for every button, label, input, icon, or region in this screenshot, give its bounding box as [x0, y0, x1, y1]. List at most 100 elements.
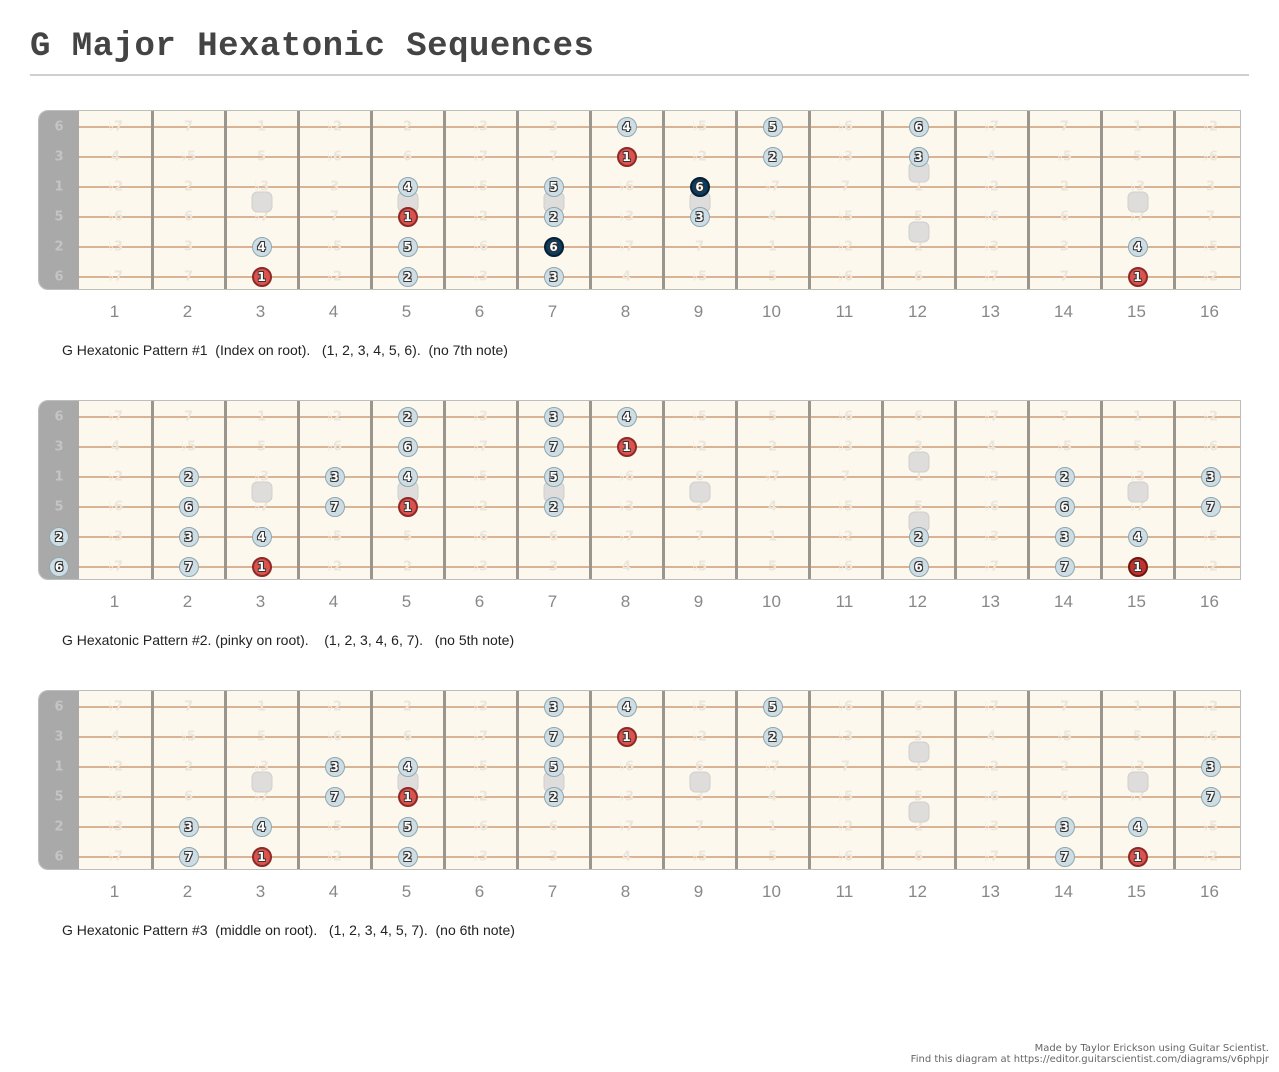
scale-note-dot[interactable]: 7 — [543, 437, 564, 457]
scale-note-dot[interactable]: 7 — [324, 787, 345, 807]
scale-note-dot[interactable]: 4 — [616, 117, 637, 137]
fret-marker-inlay — [908, 451, 929, 473]
root-note-dot[interactable]: 1 — [397, 207, 418, 227]
interval-hint: ♭3 — [472, 559, 489, 575]
fretboard-diagram-2: 6 ♭7 7 1 ♭2 2 ♭3 3 4 ♭5 5 ♭6 6 ♭7 7 1 ♭2 3 4 ♭5 5 ♭6 6 ♭7 7 1 ♭2 2 ♭… — [0, 390, 1279, 680]
root-note-dot[interactable]: 1 — [616, 437, 637, 457]
scale-note-dot[interactable]: 4 — [251, 817, 272, 837]
scale-note-dot[interactable]: 5 — [397, 817, 418, 837]
scale-note-dot[interactable]: 2 — [397, 267, 418, 287]
scale-note-dot[interactable]: 4 — [397, 757, 418, 777]
interval-hint: 3 — [1059, 239, 1070, 255]
scale-note-dot[interactable]: 2 — [178, 467, 199, 487]
scale-note-dot[interactable]: 7 — [1054, 847, 1075, 867]
scale-note-dot[interactable]: 3 — [1054, 817, 1075, 837]
scale-note-dot[interactable]: 5 — [543, 467, 564, 487]
interval-hint: 6 — [913, 849, 924, 865]
interval-hint: ♭2 — [837, 529, 854, 545]
fret-wire — [661, 401, 665, 579]
diagram-link[interactable]: Find this diagram at https://editor.guit… — [910, 1054, 1269, 1065]
scale-note-dot[interactable]: 4 — [397, 467, 418, 487]
scale-note-dot[interactable]: 2 — [397, 847, 418, 867]
string-interval-label: 5 — [54, 499, 64, 515]
scale-note-dot[interactable]: 5 — [762, 697, 783, 717]
root-note-dot[interactable]: 1 — [616, 727, 637, 747]
scale-note-dot[interactable]: 7 — [1054, 557, 1075, 577]
scale-note-dot[interactable]: 6 — [397, 437, 418, 457]
interval-hint: 2 — [183, 179, 194, 195]
scale-note-dot[interactable]: 6 — [178, 497, 199, 517]
scale-note-dot[interactable]: 3 — [543, 407, 564, 427]
scale-note-dot[interactable]: 2 — [49, 527, 69, 547]
root-note-dot[interactable]: 1 — [616, 147, 637, 167]
scale-note-dot[interactable]: 7 — [324, 497, 345, 517]
scale-note-dot[interactable]: 4 — [1127, 527, 1148, 547]
scale-note-dot[interactable]: 3 — [1054, 527, 1075, 547]
root-note-dot[interactable]: 1 — [397, 497, 418, 517]
root-note-dot[interactable]: 1 — [1127, 847, 1148, 867]
scale-note-dot[interactable]: 3 — [689, 207, 710, 227]
root-note-dot[interactable]: 1 — [251, 847, 272, 867]
interval-hint: ♭7 — [618, 819, 635, 835]
root-note-dot[interactable]: 1 — [1127, 557, 1148, 577]
scale-note-dot[interactable]: 3 — [178, 527, 199, 547]
scale-note-dot[interactable]: 7 — [1200, 787, 1221, 807]
scale-note-dot[interactable]: 3 — [324, 467, 345, 487]
scale-note-dot[interactable]: 4 — [251, 527, 272, 547]
scale-note-dot[interactable]: 4 — [616, 697, 637, 717]
scale-note-dot[interactable]: 5 — [543, 757, 564, 777]
fret-number: 8 — [620, 882, 631, 901]
scale-note-dot[interactable]: 3 — [178, 817, 199, 837]
scale-note-dot[interactable]: 3 — [543, 697, 564, 717]
highlighted-note-dot[interactable]: 6 — [689, 177, 710, 197]
fretboard-diagram-3: 6 ♭7 7 1 ♭2 2 ♭3 3 4 ♭5 5 ♭6 6 ♭7 7 1 ♭2 3 4 ♭5 5 ♭6 6 ♭7 7 1 ♭2 2 ♭… — [0, 680, 1279, 970]
scale-note-dot[interactable]: 7 — [543, 727, 564, 747]
scale-note-dot[interactable]: 3 — [1200, 467, 1221, 487]
scale-note-dot[interactable]: 7 — [178, 557, 199, 577]
scale-note-dot[interactable]: 6 — [49, 557, 69, 577]
fret-number: 10 — [762, 302, 781, 321]
root-note-dot[interactable]: 1 — [251, 267, 272, 287]
interval-hint: ♭3 — [253, 469, 270, 485]
scale-note-dot[interactable]: 2 — [762, 727, 783, 747]
scale-note-dot[interactable]: 5 — [543, 177, 564, 197]
interval-hint: ♭6 — [1202, 149, 1219, 165]
scale-note-dot[interactable]: 4 — [397, 177, 418, 197]
scale-note-dot[interactable]: 4 — [1127, 237, 1148, 257]
scale-note-dot[interactable]: 7 — [178, 847, 199, 867]
interval-hint: 6 — [1059, 789, 1070, 805]
scale-note-dot[interactable]: 4 — [251, 237, 272, 257]
scale-note-dot[interactable]: 6 — [908, 557, 929, 577]
scale-note-dot[interactable]: 6 — [1054, 497, 1075, 517]
scale-note-dot[interactable]: 2 — [908, 527, 929, 547]
scale-note-dot[interactable]: 3 — [908, 147, 929, 167]
scale-note-dot[interactable]: 5 — [762, 117, 783, 137]
fret-number: 11 — [835, 302, 854, 321]
interval-hint: ♭3 — [1129, 759, 1146, 775]
scale-note-dot[interactable]: 2 — [397, 407, 418, 427]
root-note-dot[interactable]: 1 — [397, 787, 418, 807]
scale-note-dot[interactable]: 4 — [1127, 817, 1148, 837]
scale-note-dot[interactable]: 3 — [1200, 757, 1221, 777]
interval-hint: 6 — [548, 819, 559, 835]
scale-note-dot[interactable]: 3 — [543, 267, 564, 287]
scale-note-dot[interactable]: 7 — [1200, 497, 1221, 517]
fret-number: 4 — [328, 302, 339, 321]
root-note-dot[interactable]: 1 — [1127, 267, 1148, 287]
scale-note-dot[interactable]: 2 — [1054, 467, 1075, 487]
scale-note-dot[interactable]: 3 — [324, 757, 345, 777]
interval-hint: 7 — [548, 149, 559, 165]
interval-hint: 1 — [913, 469, 924, 485]
scale-note-dot[interactable]: 2 — [762, 147, 783, 167]
scale-note-dot[interactable]: 4 — [616, 407, 637, 427]
scale-note-dot[interactable]: 6 — [908, 117, 929, 137]
scale-note-dot[interactable]: 2 — [543, 207, 564, 227]
highlighted-note-dot[interactable]: 6 — [543, 237, 564, 257]
root-note-dot[interactable]: 1 — [251, 557, 272, 577]
fret-wire — [150, 401, 154, 579]
fret-wire — [953, 401, 957, 579]
interval-hint: ♭5 — [837, 209, 854, 225]
scale-note-dot[interactable]: 5 — [397, 237, 418, 257]
scale-note-dot[interactable]: 2 — [543, 497, 564, 517]
scale-note-dot[interactable]: 2 — [543, 787, 564, 807]
